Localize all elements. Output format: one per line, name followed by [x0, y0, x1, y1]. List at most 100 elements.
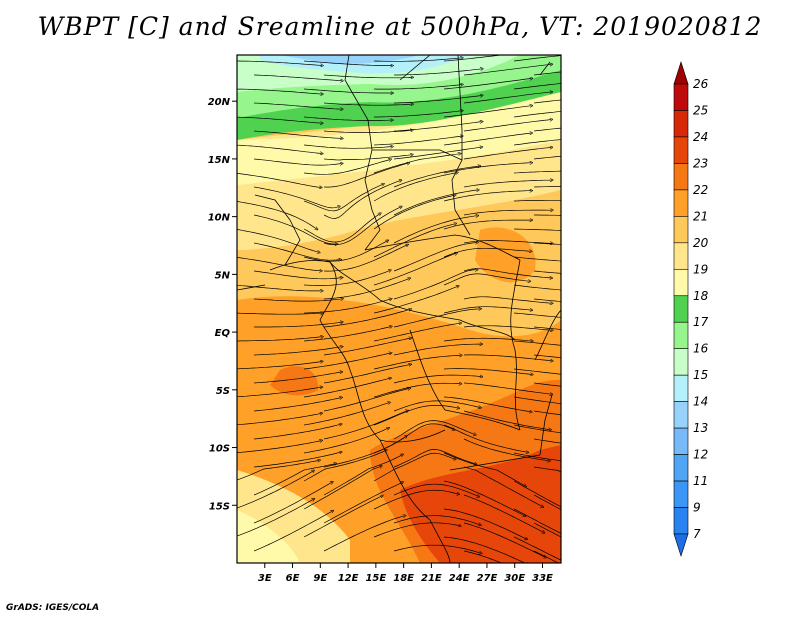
streamline	[374, 355, 461, 370]
colorbar-label: 9	[693, 501, 701, 515]
colorbar-swatch	[673, 321, 689, 350]
colorbar-swatch	[673, 83, 689, 111]
colorbar-swatch	[673, 242, 689, 270]
streamline	[324, 207, 401, 246]
streamline	[444, 133, 531, 146]
streamline	[514, 171, 561, 174]
lon-tick-label: 9E	[313, 573, 327, 584]
map-frame	[236, 54, 562, 564]
streamline	[254, 186, 339, 208]
colorbar-swatch	[673, 480, 689, 508]
streamline	[394, 69, 482, 76]
colorbar-swatch	[673, 136, 689, 164]
colorbar-label: 24	[693, 130, 708, 144]
streamline	[373, 253, 456, 286]
colorbar-label: 20	[693, 236, 709, 250]
streamline	[323, 181, 400, 219]
streamline	[514, 340, 561, 346]
streamline	[303, 214, 380, 243]
streamline	[514, 424, 561, 434]
streamline	[464, 325, 552, 331]
streamline	[254, 372, 341, 384]
colorbar-swatch	[673, 216, 689, 244]
lat-tick-label: 15S	[209, 501, 230, 512]
colorbar-label: 23	[693, 156, 708, 170]
streamline	[514, 229, 561, 230]
streamline	[533, 522, 561, 538]
streamline	[304, 378, 390, 398]
wbpt-patch-23-west	[270, 366, 319, 396]
streamline	[394, 544, 481, 553]
streamline	[394, 309, 480, 328]
streamline	[394, 147, 481, 160]
streamline	[324, 103, 412, 105]
streamline	[303, 496, 382, 538]
streamline	[254, 347, 342, 356]
streamline	[237, 441, 321, 454]
streamline	[254, 398, 341, 412]
streamline	[464, 522, 545, 557]
streamline	[444, 396, 531, 412]
colorbar-label: 11	[693, 474, 708, 488]
streamline	[464, 296, 551, 304]
streamline	[534, 298, 561, 302]
lon-tick-label: 24E	[449, 573, 470, 584]
colorbar-label: 19	[693, 262, 708, 276]
streamline	[393, 166, 479, 188]
streamline	[514, 452, 561, 462]
streamline	[514, 256, 561, 262]
streamline	[324, 279, 409, 300]
wbpt-field-24	[400, 445, 561, 563]
streamline	[237, 116, 322, 123]
streamline	[237, 313, 322, 314]
streamline	[253, 511, 332, 552]
lat-tick-label: EQ	[215, 328, 231, 339]
streamline	[304, 270, 390, 286]
colorbar-label: 16	[693, 342, 709, 356]
lon-tick-label: 15E	[365, 573, 386, 584]
streamline	[373, 452, 455, 482]
wbpt-patch-22-north	[475, 227, 536, 283]
streamline	[323, 483, 402, 524]
streamline	[237, 362, 322, 370]
streamline	[444, 306, 531, 314]
colorbar-label: 26	[693, 77, 709, 91]
streamline	[237, 173, 321, 187]
streamline	[324, 365, 410, 384]
streamline	[393, 449, 476, 468]
streamline	[253, 482, 332, 524]
colorbar-label: 7	[693, 527, 701, 541]
wbpt-field-19-south	[237, 510, 300, 563]
streamline	[253, 464, 335, 496]
country-boundaries	[237, 55, 561, 563]
streamline	[444, 508, 526, 539]
map-panel	[237, 55, 561, 563]
colorbar-min-triangle	[673, 533, 689, 557]
streamline	[393, 420, 475, 440]
streamline	[463, 494, 544, 532]
streamline	[444, 106, 531, 118]
streamline	[534, 187, 561, 188]
streamline	[254, 214, 336, 244]
streamline	[237, 284, 322, 291]
lat-tick-label: 5N	[215, 270, 231, 281]
lon-tick-label: 21E	[421, 573, 442, 584]
streamline	[534, 466, 561, 473]
streamline	[237, 387, 321, 398]
wbpt-field-14	[280, 55, 420, 64]
streamline	[393, 483, 478, 496]
streamline	[254, 158, 342, 165]
colorbar-label: 12	[693, 448, 708, 462]
streamline	[464, 64, 551, 76]
streamline	[394, 344, 481, 356]
streamline	[237, 413, 321, 426]
colorbar-label: 21	[693, 209, 708, 223]
colorbar-label: 17	[693, 315, 709, 329]
streamline	[323, 455, 402, 496]
streamline	[464, 92, 551, 104]
streamline	[304, 428, 388, 454]
lat-tick-label: 20N	[208, 97, 231, 108]
streamline	[303, 466, 381, 510]
lon-tick-label: 12E	[338, 573, 359, 584]
